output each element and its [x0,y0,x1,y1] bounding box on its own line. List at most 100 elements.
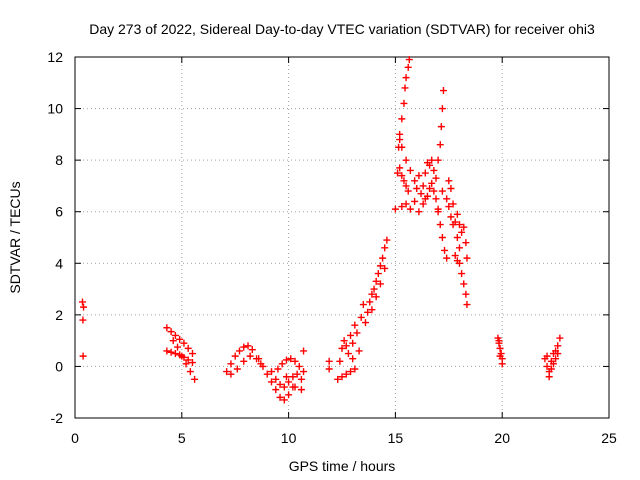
data-point [374,270,382,278]
data-point [342,370,350,378]
data-point [285,391,293,399]
data-point [463,301,471,309]
data-point [171,331,179,339]
data-point [402,156,410,164]
data-point [455,259,463,267]
data-point [280,396,288,404]
data-point [495,337,503,345]
data-point [291,357,299,365]
y-axis-label: SDTVAR / TECUs [7,181,23,293]
data-point [259,362,267,370]
x-tick-label: 20 [494,430,510,446]
y-tick-label: -2 [51,410,64,426]
data-point [398,115,406,123]
data-point [167,328,175,336]
data-point [357,313,365,321]
data-point [438,234,446,241]
data-point [231,352,239,360]
data-point [246,352,254,360]
data-point [451,218,459,226]
data-point [426,161,434,169]
data-point [355,347,363,355]
data-point [415,208,423,216]
data-point [293,370,301,378]
data-point [543,352,551,360]
data-point [413,185,421,193]
data-point [263,370,271,378]
data-point [554,350,562,358]
data-point [349,339,357,347]
data-point [169,337,177,345]
data-point [300,347,308,355]
x-tick-label: 25 [601,430,617,446]
data-point [359,301,367,309]
data-point [174,343,182,351]
data-point [549,360,557,368]
data-point [400,99,408,107]
x-axis-tick-labels: 0 5 10 15 20 25 [71,430,617,446]
data-point [182,360,190,368]
data-point [552,355,560,363]
data-point [349,355,357,363]
data-point [274,365,282,373]
data-point [458,228,466,236]
data-point [178,352,186,360]
data-point [372,277,380,285]
data-point [342,342,350,350]
data-point [300,368,308,376]
data-point [188,359,196,367]
data-point [543,362,551,370]
data-point [381,244,389,252]
data-point [344,350,352,358]
data-point [428,156,436,164]
data-point [443,254,451,262]
data-point [272,386,280,394]
data-point [405,56,413,64]
data-point [353,329,361,337]
data-point [400,177,408,185]
data-point [278,360,286,368]
data-point [287,355,295,363]
data-points [78,56,564,404]
data-point [336,357,344,365]
data-point [449,200,457,208]
x-tick-label: 5 [178,430,186,446]
data-point [432,195,440,203]
chart-title: Day 273 of 2022, Sidereal Day-to-day VTE… [89,21,595,37]
y-tick-label: 2 [55,307,63,323]
data-point [334,375,342,383]
data-point [432,174,440,182]
data-point [240,343,248,351]
data-point [78,298,86,306]
y-tick-label: 12 [47,49,63,65]
data-point [227,370,235,378]
y-tick-label: 4 [55,255,63,271]
data-point [443,195,451,203]
data-point [285,378,293,386]
data-point [396,136,404,144]
data-point [398,203,406,211]
data-point [441,246,449,254]
data-point [404,187,412,195]
data-point [186,368,194,376]
data-point [366,298,374,306]
data-point [428,179,436,187]
data-point [351,365,359,373]
data-point [188,350,196,358]
data-point [402,200,410,208]
data-point [379,254,387,262]
x-tick-label: 10 [281,430,297,446]
data-point [351,321,359,329]
data-point [235,347,243,355]
data-point [419,200,427,208]
data-point [404,63,412,71]
data-point [437,123,445,131]
data-point [547,365,555,373]
data-point [289,373,297,381]
data-point [556,334,564,342]
data-point [411,197,419,205]
data-point [445,177,453,185]
data-point [451,252,459,260]
data-point [163,347,171,355]
data-point [276,393,284,401]
